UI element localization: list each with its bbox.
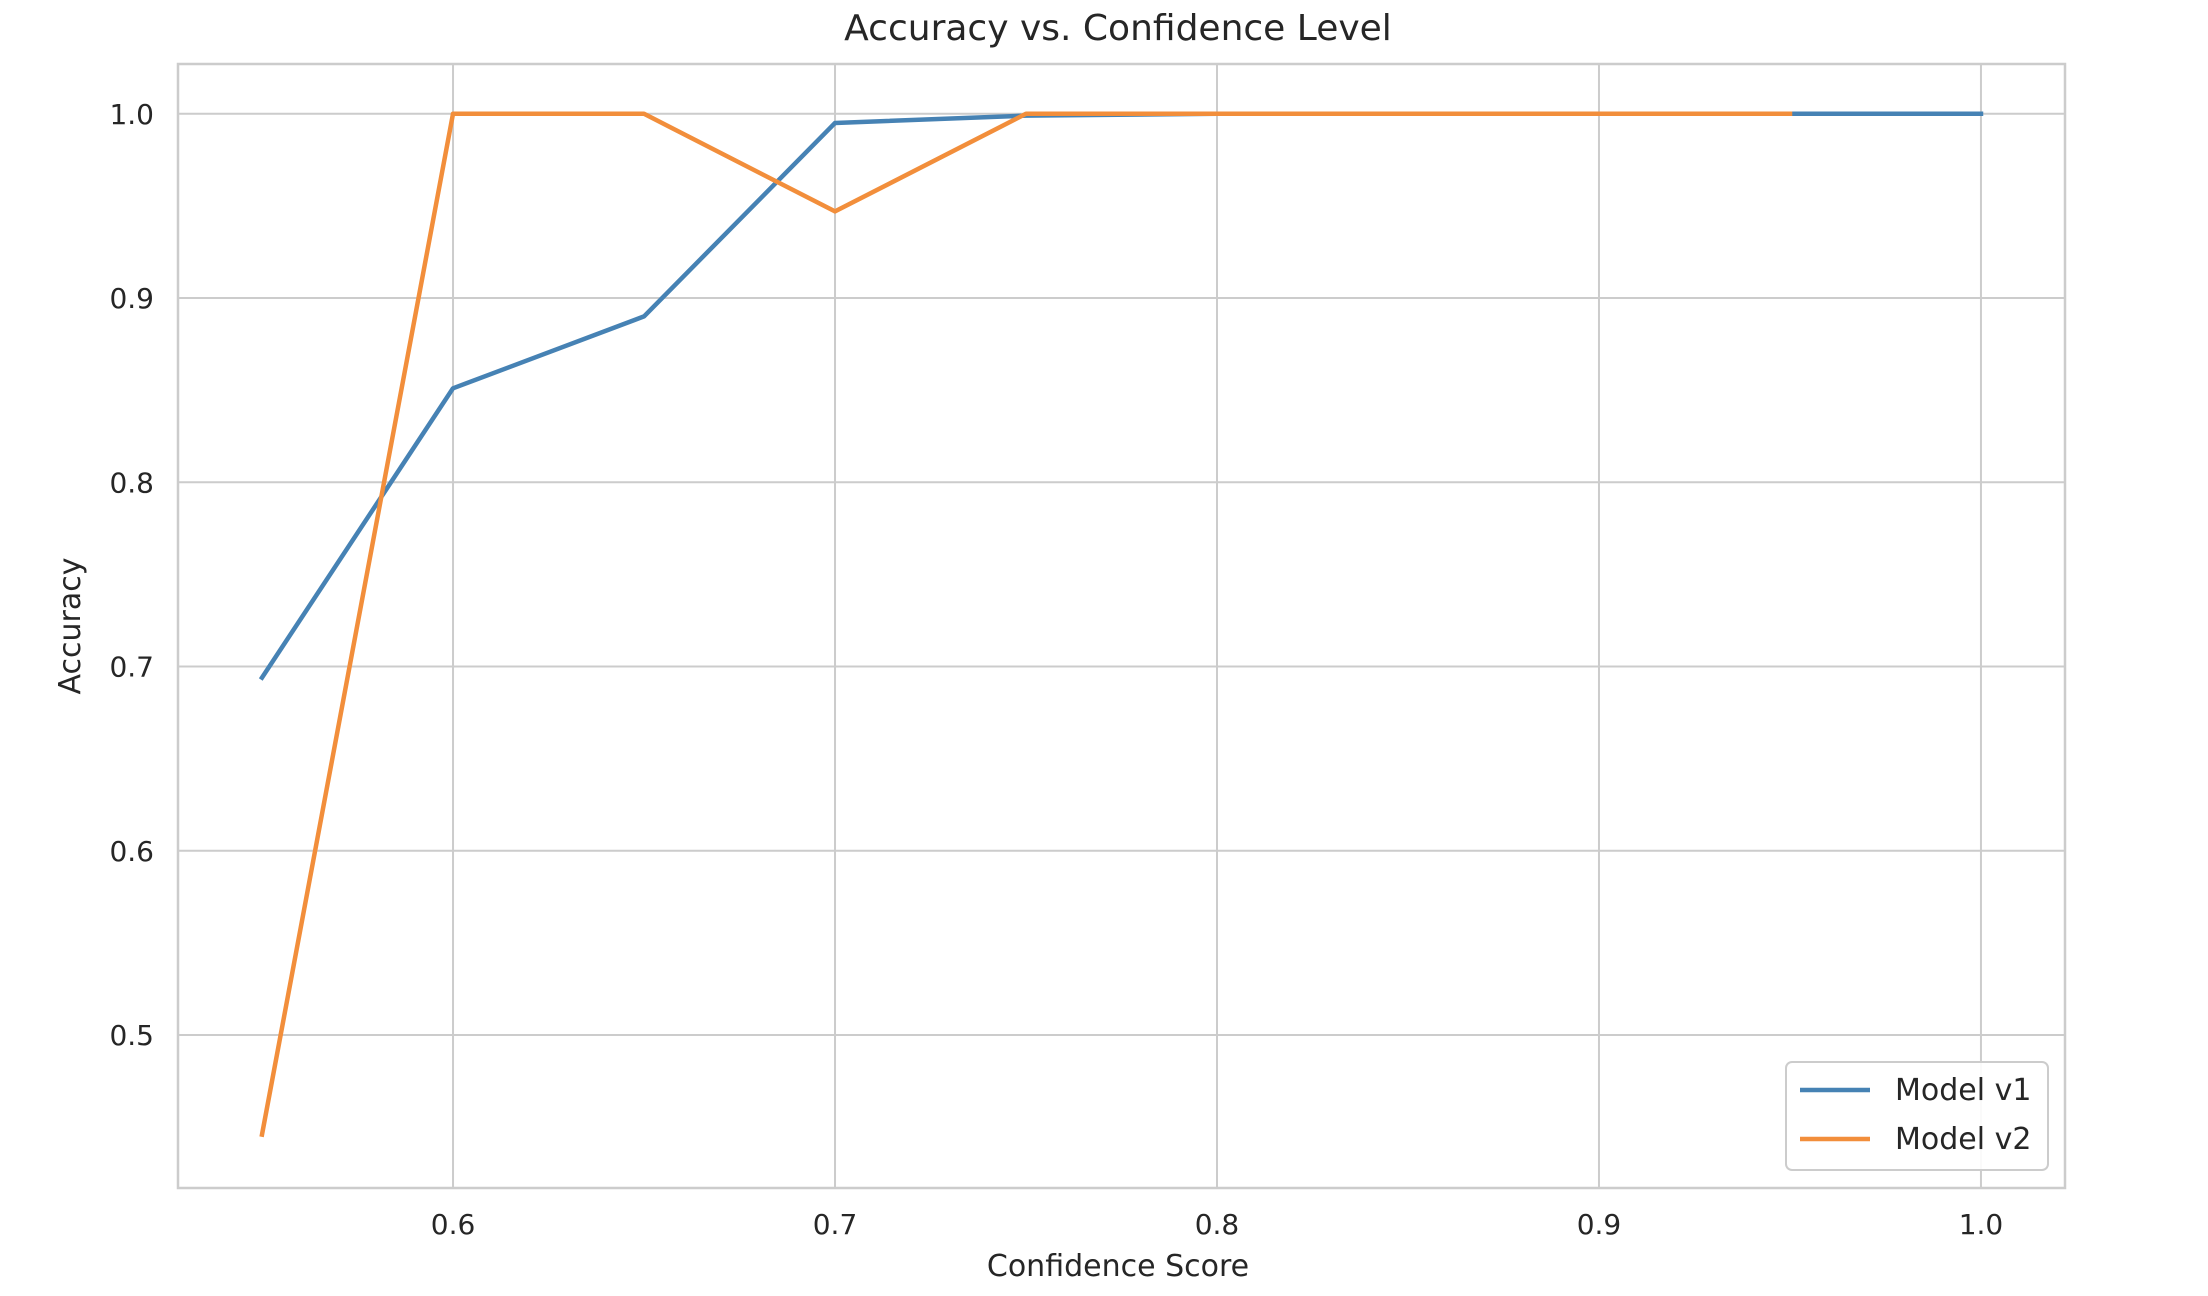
x-tick-label: 0.6 (431, 1208, 476, 1241)
y-tick-label: 1.0 (109, 98, 154, 131)
legend: Model v1 Model v2 (1785, 1061, 2049, 1171)
x-tick-label: 0.8 (1195, 1208, 1240, 1241)
series-line-model-v2 (259, 111, 1793, 1138)
chart-title: Accuracy vs. Confidence Level (844, 8, 1392, 49)
plot-frame (176, 62, 2067, 1190)
legend-label-model-v2: Model v2 (1895, 1122, 2031, 1157)
y-tick-label: 0.7 (109, 651, 154, 684)
x-tick-label: 0.7 (813, 1208, 858, 1241)
y-tick-label: 0.6 (109, 835, 154, 868)
y-tick-label: 0.8 (109, 466, 154, 499)
y-axis-label: Accuracy (53, 558, 88, 695)
y-axis-ticks: 0.5 0.6 0.7 0.8 0.9 1.0 (109, 98, 154, 1052)
x-axis-ticks: 0.6 0.7 0.8 0.9 1.0 (431, 1208, 2003, 1241)
x-tick-label: 1.0 (1959, 1208, 2004, 1241)
y-tick-label: 0.9 (109, 282, 154, 315)
y-tick-label: 0.5 (109, 1019, 154, 1052)
x-tick-label: 0.9 (1577, 1208, 1622, 1241)
series-lines (258, 111, 1984, 1138)
x-axis-label: Confidence Score (987, 1249, 1249, 1284)
legend-label-model-v1: Model v1 (1895, 1073, 2031, 1108)
